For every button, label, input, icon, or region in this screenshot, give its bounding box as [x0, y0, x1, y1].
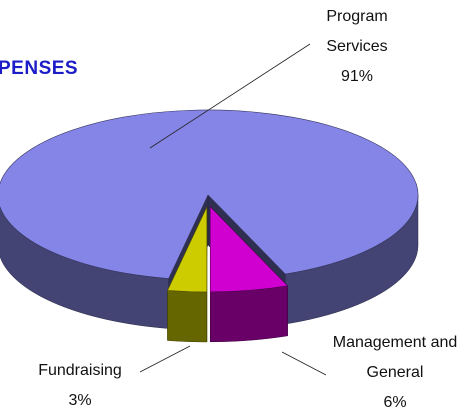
value-label: 91% — [340, 68, 374, 85]
value-label: 3% — [68, 392, 92, 409]
category-label: Management and General — [332, 334, 458, 381]
slice — [167, 206, 208, 293]
value-label: 6% — [383, 394, 407, 411]
category-label: Fundraising — [38, 362, 122, 379]
slice-label: Management and General 6% — [330, 328, 460, 417]
slice-side — [209, 285, 288, 343]
category-label: Program Services — [326, 8, 388, 55]
slice — [209, 206, 289, 293]
slice-side — [167, 290, 208, 343]
chart-title: PENSES — [0, 58, 79, 79]
leader-line — [139, 345, 191, 373]
slice — [0, 109, 419, 279]
leader-line — [281, 351, 327, 376]
slice-label: Program Services 91% — [312, 2, 402, 92]
slice-label: Fundraising 3% — [20, 356, 140, 416]
leader-line — [149, 43, 311, 149]
